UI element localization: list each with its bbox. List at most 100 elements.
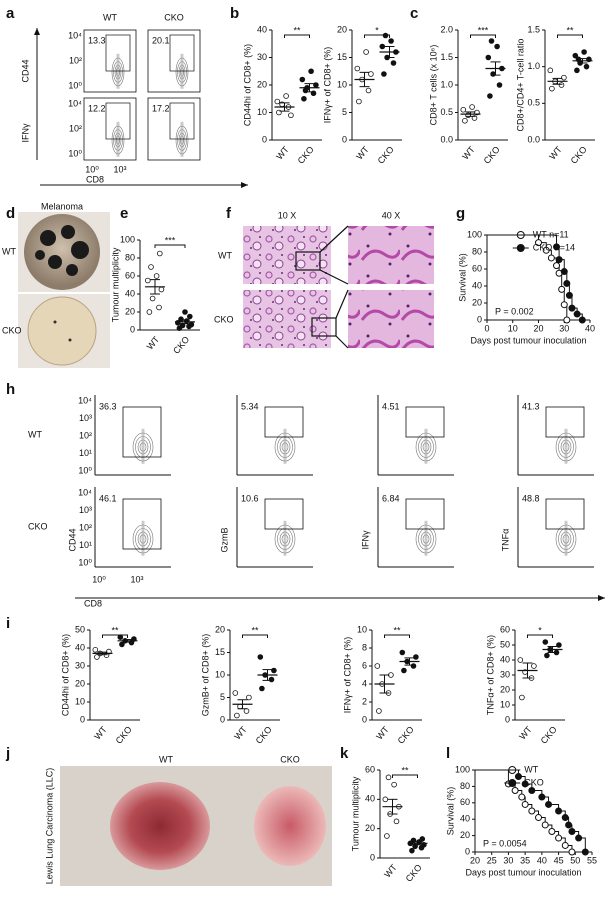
- survival-marker: [568, 828, 576, 835]
- survival-marker: [581, 848, 589, 856]
- data-point: [462, 117, 468, 124]
- lung-photo: [110, 782, 210, 870]
- data-point: [496, 82, 503, 88]
- flow-plot: [147, 29, 201, 93]
- x-tick-label: CKO: [376, 144, 396, 165]
- survival-marker: [521, 800, 529, 808]
- x-tick-label: 0: [484, 323, 489, 333]
- survival-marker: [535, 814, 543, 822]
- y-tick-label: 40: [125, 288, 135, 298]
- x-tick-label: CKO: [396, 724, 416, 745]
- data-point: [485, 54, 492, 61]
- data-point: [469, 104, 475, 110]
- panel-label: f: [226, 205, 232, 222]
- legend-marker: [516, 244, 525, 252]
- panel-label: l: [446, 745, 450, 762]
- y-tick-label: 5: [220, 692, 225, 702]
- significance: ***: [165, 235, 176, 245]
- panel-label: e: [120, 205, 128, 222]
- x-tick-label: 35: [520, 855, 530, 865]
- survival-marker: [521, 780, 529, 788]
- x-tick-label: WT: [145, 334, 162, 352]
- flow-plot: [83, 29, 137, 93]
- data-point: [368, 71, 374, 77]
- survival-marker: [547, 254, 555, 262]
- data-point: [574, 67, 580, 74]
- image-title: Melanoma: [41, 201, 83, 211]
- significance-bracket: [284, 34, 310, 38]
- y-label: CD44hi of CD8+ (%): [60, 634, 70, 716]
- y-tick-label: 5: [342, 107, 347, 117]
- column-label: 40 X: [382, 210, 401, 220]
- data-point: [94, 654, 100, 660]
- y-tick-label: 0.5: [440, 107, 453, 117]
- legend-label: CKO n=14: [533, 242, 575, 252]
- data-point: [542, 639, 549, 645]
- gate: [405, 406, 445, 438]
- y-tick-label: 20: [472, 297, 482, 307]
- gate-value: 13.3: [88, 35, 106, 45]
- significance-bracket: [470, 34, 496, 38]
- y-tick-label: 10: [337, 79, 347, 89]
- x-tick-label: 10⁰: [92, 574, 106, 584]
- y-tick-label: 100: [467, 229, 482, 239]
- x-tick-label: WT: [232, 724, 249, 742]
- y-tick-label: 10⁰: [68, 148, 82, 158]
- y-tick-label: 40: [365, 794, 375, 804]
- y-tick-label: 10⁴: [68, 30, 82, 40]
- x-tick-label: 30: [503, 855, 513, 865]
- data-point: [379, 43, 386, 50]
- column-label: WT: [103, 12, 117, 22]
- data-point: [288, 112, 294, 119]
- data-point: [308, 68, 314, 75]
- x-tick-label: 55: [587, 855, 597, 865]
- legend-label: WT: [524, 764, 538, 774]
- y-tick-label: 0: [370, 852, 375, 862]
- panel-label: d: [6, 205, 15, 222]
- data-point: [158, 286, 165, 293]
- x-label: Days post tumour inoculation: [470, 335, 586, 345]
- data-point: [232, 690, 239, 696]
- panel-label: g: [456, 205, 465, 222]
- histology-10x: [243, 290, 331, 348]
- y-label: IFNγ+ of CD8+ (%): [322, 47, 332, 124]
- y-label: CD8+/CD4+ T-cell ratio: [515, 39, 525, 132]
- x-tick-label: 10⁰: [85, 164, 99, 174]
- gate-value: 48.8: [522, 493, 540, 503]
- y-tick-label: 8: [362, 642, 367, 652]
- x-tick-label: 10³: [130, 574, 143, 584]
- y-tick-label: 10²: [69, 123, 82, 133]
- x-tick-label: WT: [382, 862, 399, 880]
- row-label: CKO: [2, 325, 22, 335]
- y-tick-label: 30: [75, 660, 85, 670]
- y-tick-label: 10¹: [79, 448, 92, 458]
- y-tick-label: 100: [120, 234, 135, 244]
- significance: **: [393, 625, 401, 635]
- survival-marker: [575, 834, 583, 842]
- y-tick-label: 40: [257, 24, 267, 34]
- data-point: [517, 657, 524, 663]
- survival-marker: [548, 828, 556, 835]
- y-tick-label: 10⁴: [78, 487, 92, 497]
- y-tick-label: 60: [460, 797, 470, 807]
- panel-label: a: [6, 5, 15, 22]
- y-tick-label: 20: [75, 678, 85, 688]
- y-tick-label: 0: [80, 714, 85, 724]
- y-tick-label: 0.0: [440, 134, 453, 144]
- gate-value: 20.1: [152, 35, 170, 45]
- y-tick-label: 20: [125, 306, 135, 316]
- y-tick-label: 0.5: [527, 98, 540, 108]
- survival-marker: [538, 793, 546, 801]
- y-label: TNFα: [500, 529, 510, 552]
- gate-value: 5.34: [241, 401, 259, 411]
- data-point: [157, 250, 163, 257]
- y-label: IFNγ+ of CD8+ (%): [342, 637, 352, 714]
- survival-marker: [518, 793, 526, 801]
- metastases: [35, 225, 89, 276]
- survival-marker: [553, 243, 561, 251]
- panel-label: b: [230, 5, 239, 22]
- gate: [105, 102, 131, 140]
- survival-marker: [561, 841, 569, 849]
- x-tick-label: 10: [508, 323, 518, 333]
- data-point: [561, 74, 567, 81]
